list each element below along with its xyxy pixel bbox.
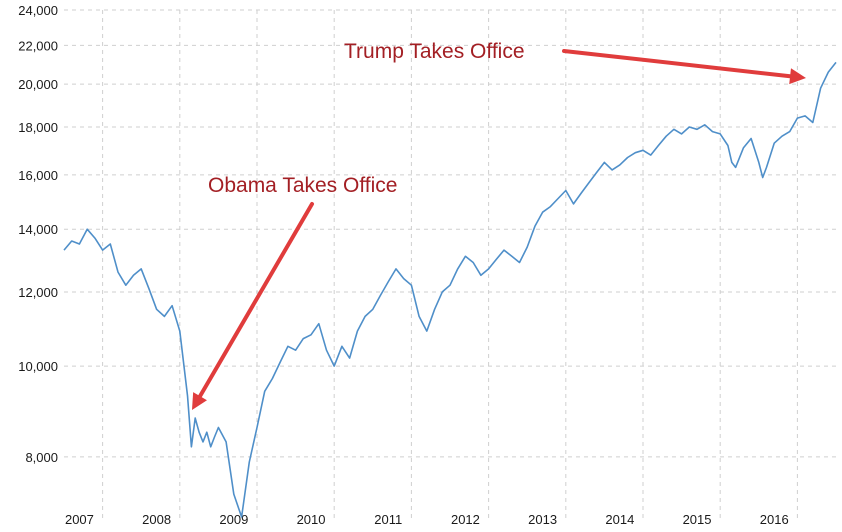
annotation-obama-arrowhead [192,392,207,410]
x-tick-label: 2009 [219,512,248,527]
series-line [63,61,837,518]
x-tick-label: 2014 [605,512,634,527]
y-tick-label: 12,000 [18,285,58,300]
y-tick-label: 14,000 [18,222,58,237]
grid-lines [64,9,836,520]
annotation-trump-label: Trump Takes Office [344,40,525,63]
y-tick-label: 18,000 [18,120,58,135]
annotation-trump-arrow [562,49,793,79]
x-tick-label: 2013 [528,512,557,527]
x-tick-label: 2010 [297,512,326,527]
x-tick-label: 2015 [683,512,712,527]
annotation-trump-arrowhead [789,68,806,85]
y-tick-label: 10,000 [18,359,58,374]
x-tick-label: 2007 [65,512,94,527]
annotations: Obama Takes Office Trump Takes Office [192,40,806,410]
x-tick-label: 2011 [374,512,402,527]
y-axis-tick-labels: 8,000 10,000 12,000 14,000 16,000 18,000 20,00… [18,3,58,465]
annotation-obama-label: Obama Takes Office [208,174,397,197]
y-tick-label: 24,000 [18,3,58,18]
x-axis-tick-labels: 2007 2008 2009 2010 2011 2012 2013 2014 2015 2016 [65,512,789,527]
annotation-obama-arrow [198,202,314,399]
x-tick-label: 2012 [451,512,480,527]
x-tick-label: 2008 [142,512,171,527]
y-tick-label: 20,000 [18,77,58,92]
y-tick-label: 16,000 [18,168,58,183]
y-tick-label: 8,000 [25,450,58,465]
x-tick-label: 2016 [760,512,789,527]
y-tick-label: 22,000 [18,38,58,53]
